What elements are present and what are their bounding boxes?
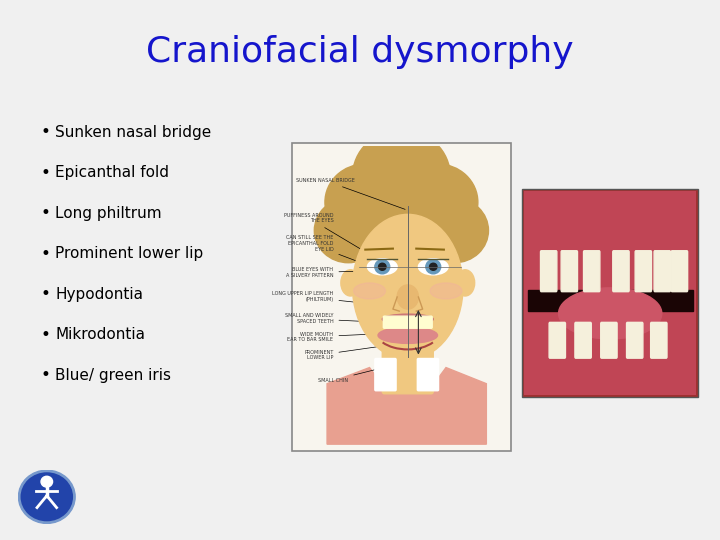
Circle shape [41, 476, 53, 487]
FancyBboxPatch shape [561, 251, 577, 292]
FancyBboxPatch shape [522, 189, 698, 397]
Text: Sunken nasal bridge: Sunken nasal bridge [55, 125, 212, 140]
Ellipse shape [341, 270, 360, 296]
Text: BLUE EYES WITH
A SILVERY PATTERN: BLUE EYES WITH A SILVERY PATTERN [286, 267, 377, 278]
FancyBboxPatch shape [382, 339, 433, 394]
Ellipse shape [456, 270, 474, 296]
Text: SMALL CHIN: SMALL CHIN [318, 362, 405, 383]
FancyBboxPatch shape [383, 316, 432, 328]
FancyBboxPatch shape [654, 251, 670, 292]
FancyBboxPatch shape [613, 251, 629, 292]
Circle shape [420, 198, 488, 263]
Text: WIDE MOUTH
EAR TO BAR SMILE: WIDE MOUTH EAR TO BAR SMILE [287, 332, 388, 342]
Polygon shape [327, 368, 487, 444]
Text: •: • [40, 326, 50, 344]
Text: Hypodontia: Hypodontia [55, 287, 143, 302]
Text: CAN STILL SEE THE
EPICANTHAL FOLD
EYE LID: CAN STILL SEE THE EPICANTHAL FOLD EYE LI… [286, 235, 369, 266]
Text: SUNKEN NASAL BRIDGE: SUNKEN NASAL BRIDGE [296, 178, 405, 210]
FancyBboxPatch shape [292, 143, 511, 451]
FancyBboxPatch shape [651, 322, 667, 358]
Ellipse shape [559, 288, 662, 339]
Ellipse shape [430, 263, 437, 271]
Ellipse shape [378, 327, 438, 343]
Text: •: • [40, 123, 50, 141]
Text: Epicanthal fold: Epicanthal fold [55, 165, 169, 180]
Circle shape [19, 471, 74, 523]
Circle shape [353, 130, 450, 222]
Text: •: • [40, 366, 50, 384]
Ellipse shape [430, 283, 462, 299]
Text: PROMINENT
LOWER LIP: PROMINENT LOWER LIP [304, 344, 399, 361]
Text: •: • [40, 164, 50, 182]
FancyBboxPatch shape [583, 251, 600, 292]
Ellipse shape [382, 314, 433, 324]
Text: Blue/ green iris: Blue/ green iris [55, 368, 171, 383]
FancyBboxPatch shape [528, 291, 693, 311]
FancyBboxPatch shape [575, 322, 591, 358]
FancyBboxPatch shape [549, 322, 565, 358]
FancyBboxPatch shape [600, 322, 617, 358]
Text: SMALL AND WIDELY
SPACED TEETH: SMALL AND WIDELY SPACED TEETH [285, 313, 399, 324]
FancyBboxPatch shape [523, 298, 698, 398]
FancyBboxPatch shape [418, 359, 438, 391]
Text: •: • [40, 285, 50, 303]
FancyBboxPatch shape [523, 188, 698, 301]
Ellipse shape [426, 260, 441, 274]
Text: Long philtrum: Long philtrum [55, 206, 162, 221]
Ellipse shape [367, 259, 397, 275]
Ellipse shape [375, 260, 390, 274]
Ellipse shape [353, 214, 463, 360]
Circle shape [315, 198, 382, 263]
Text: Mikrodontia: Mikrodontia [55, 327, 145, 342]
Text: Prominent lower lip: Prominent lower lip [55, 246, 204, 261]
Text: LONG UPPER LIP LENGTH
(PHILTRUM): LONG UPPER LIP LENGTH (PHILTRUM) [272, 291, 399, 307]
Text: •: • [40, 245, 50, 263]
FancyBboxPatch shape [375, 359, 396, 391]
FancyBboxPatch shape [671, 251, 688, 292]
Circle shape [397, 164, 478, 240]
Ellipse shape [418, 259, 448, 275]
Circle shape [325, 164, 405, 240]
FancyBboxPatch shape [541, 251, 557, 292]
Text: PUFFINESS AROUND
THE EYES: PUFFINESS AROUND THE EYES [284, 213, 378, 259]
Ellipse shape [354, 283, 385, 299]
FancyBboxPatch shape [626, 322, 643, 358]
Ellipse shape [379, 263, 386, 271]
Text: Craniofacial dysmorphy: Craniofacial dysmorphy [146, 35, 574, 69]
FancyBboxPatch shape [635, 251, 652, 292]
Text: •: • [40, 204, 50, 222]
Ellipse shape [397, 285, 418, 309]
